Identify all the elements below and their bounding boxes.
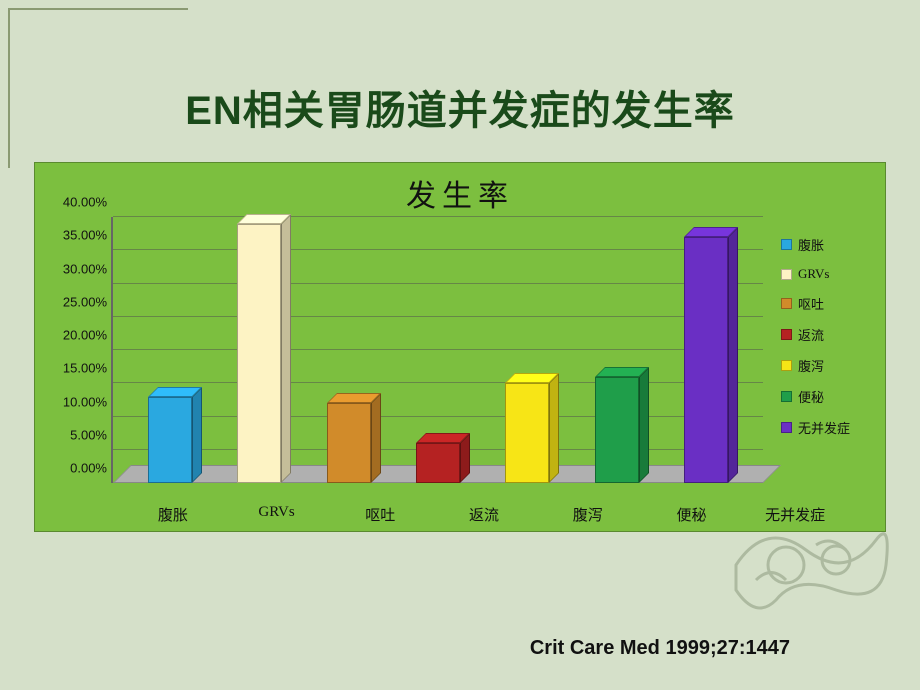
legend-label: 腹泻 <box>798 356 824 375</box>
legend-label: 呕吐 <box>798 294 824 313</box>
decorative-corner-top <box>8 8 188 36</box>
bar-slot <box>572 217 661 483</box>
citation-text: Crit Care Med 1999;27:1447 <box>530 637 790 660</box>
bar-front <box>684 237 728 483</box>
bar-slot <box>304 217 393 483</box>
y-tick-label: 30.00% <box>63 261 107 276</box>
x-axis-label: GRVs <box>225 504 329 525</box>
bar-top-face <box>148 387 202 397</box>
bar-side-face <box>371 393 381 483</box>
y-tick-label: 10.00% <box>63 394 107 409</box>
legend-swatch <box>781 269 792 280</box>
bar <box>416 443 460 483</box>
bar-front <box>148 397 192 483</box>
bar-front <box>416 443 460 483</box>
legend-item: GRVs <box>781 266 871 282</box>
y-tick-label: 25.00% <box>63 294 107 309</box>
bar-side-face <box>639 367 649 483</box>
bar-slot <box>662 217 751 483</box>
legend-item: 腹泻 <box>781 356 871 375</box>
bar-slot <box>483 217 572 483</box>
legend-swatch <box>781 329 792 340</box>
bar-front <box>237 224 281 483</box>
bar-top-face <box>595 367 649 377</box>
bar <box>237 224 281 483</box>
bar <box>505 383 549 483</box>
x-axis-label: 返流 <box>432 504 536 525</box>
bar-side-face <box>728 227 738 483</box>
legend-item: 腹胀 <box>781 235 871 254</box>
bar <box>148 397 192 483</box>
bar <box>595 377 639 483</box>
legend-item: 无并发症 <box>781 418 871 437</box>
bar <box>327 403 371 483</box>
bar-front <box>505 383 549 483</box>
y-tick-label: 5.00% <box>70 427 107 442</box>
bar-slot <box>214 217 303 483</box>
legend-swatch <box>781 422 792 433</box>
legend-item: 便秘 <box>781 387 871 406</box>
y-tick-label: 35.00% <box>63 228 107 243</box>
x-axis-label: 腹泻 <box>536 504 640 525</box>
legend: 腹胀 GRVs 呕吐返流腹泻便秘无并发症 <box>763 217 871 521</box>
legend-item: 返流 <box>781 325 871 344</box>
legend-label: 返流 <box>798 325 824 344</box>
bar-side-face <box>281 214 291 483</box>
bars-container <box>113 217 763 483</box>
slide-title: EN相关胃肠道并发症的发生率 <box>0 78 920 136</box>
bar-slot <box>393 217 482 483</box>
x-axis-label: 呕吐 <box>328 504 432 525</box>
chart-panel: 发生率 0.00% 5.00% 10.00% 15.00% 20.00% 25.00% 30… <box>34 162 886 532</box>
bar <box>684 237 728 483</box>
legend-label: GRVs <box>798 266 829 282</box>
legend-item: 呕吐 <box>781 294 871 313</box>
x-axis-label: 腹胀 <box>121 504 225 525</box>
legend-swatch <box>781 391 792 402</box>
legend-label: 腹胀 <box>798 235 824 254</box>
y-tick-label: 40.00% <box>63 195 107 210</box>
legend-swatch <box>781 360 792 371</box>
y-tick-label: 15.00% <box>63 361 107 376</box>
legend-swatch <box>781 239 792 250</box>
bar-slot <box>125 217 214 483</box>
chart-body: 0.00% 5.00% 10.00% 15.00% 20.00% 25.00% 30.00%… <box>49 217 871 521</box>
decorative-swirl-icon <box>726 510 896 620</box>
bar-front <box>595 377 639 483</box>
y-axis: 0.00% 5.00% 10.00% 15.00% 20.00% 25.00% 30.00%… <box>49 217 111 521</box>
legend-label: 无并发症 <box>798 418 850 437</box>
y-tick-label: 0.00% <box>70 461 107 476</box>
chart-title: 发生率 <box>35 163 885 215</box>
bar-side-face <box>549 373 559 483</box>
legend-label: 便秘 <box>798 387 824 406</box>
legend-swatch <box>781 298 792 309</box>
y-tick-label: 20.00% <box>63 328 107 343</box>
bar-front <box>327 403 371 483</box>
bar-side-face <box>192 387 202 483</box>
plot-area <box>111 217 763 483</box>
